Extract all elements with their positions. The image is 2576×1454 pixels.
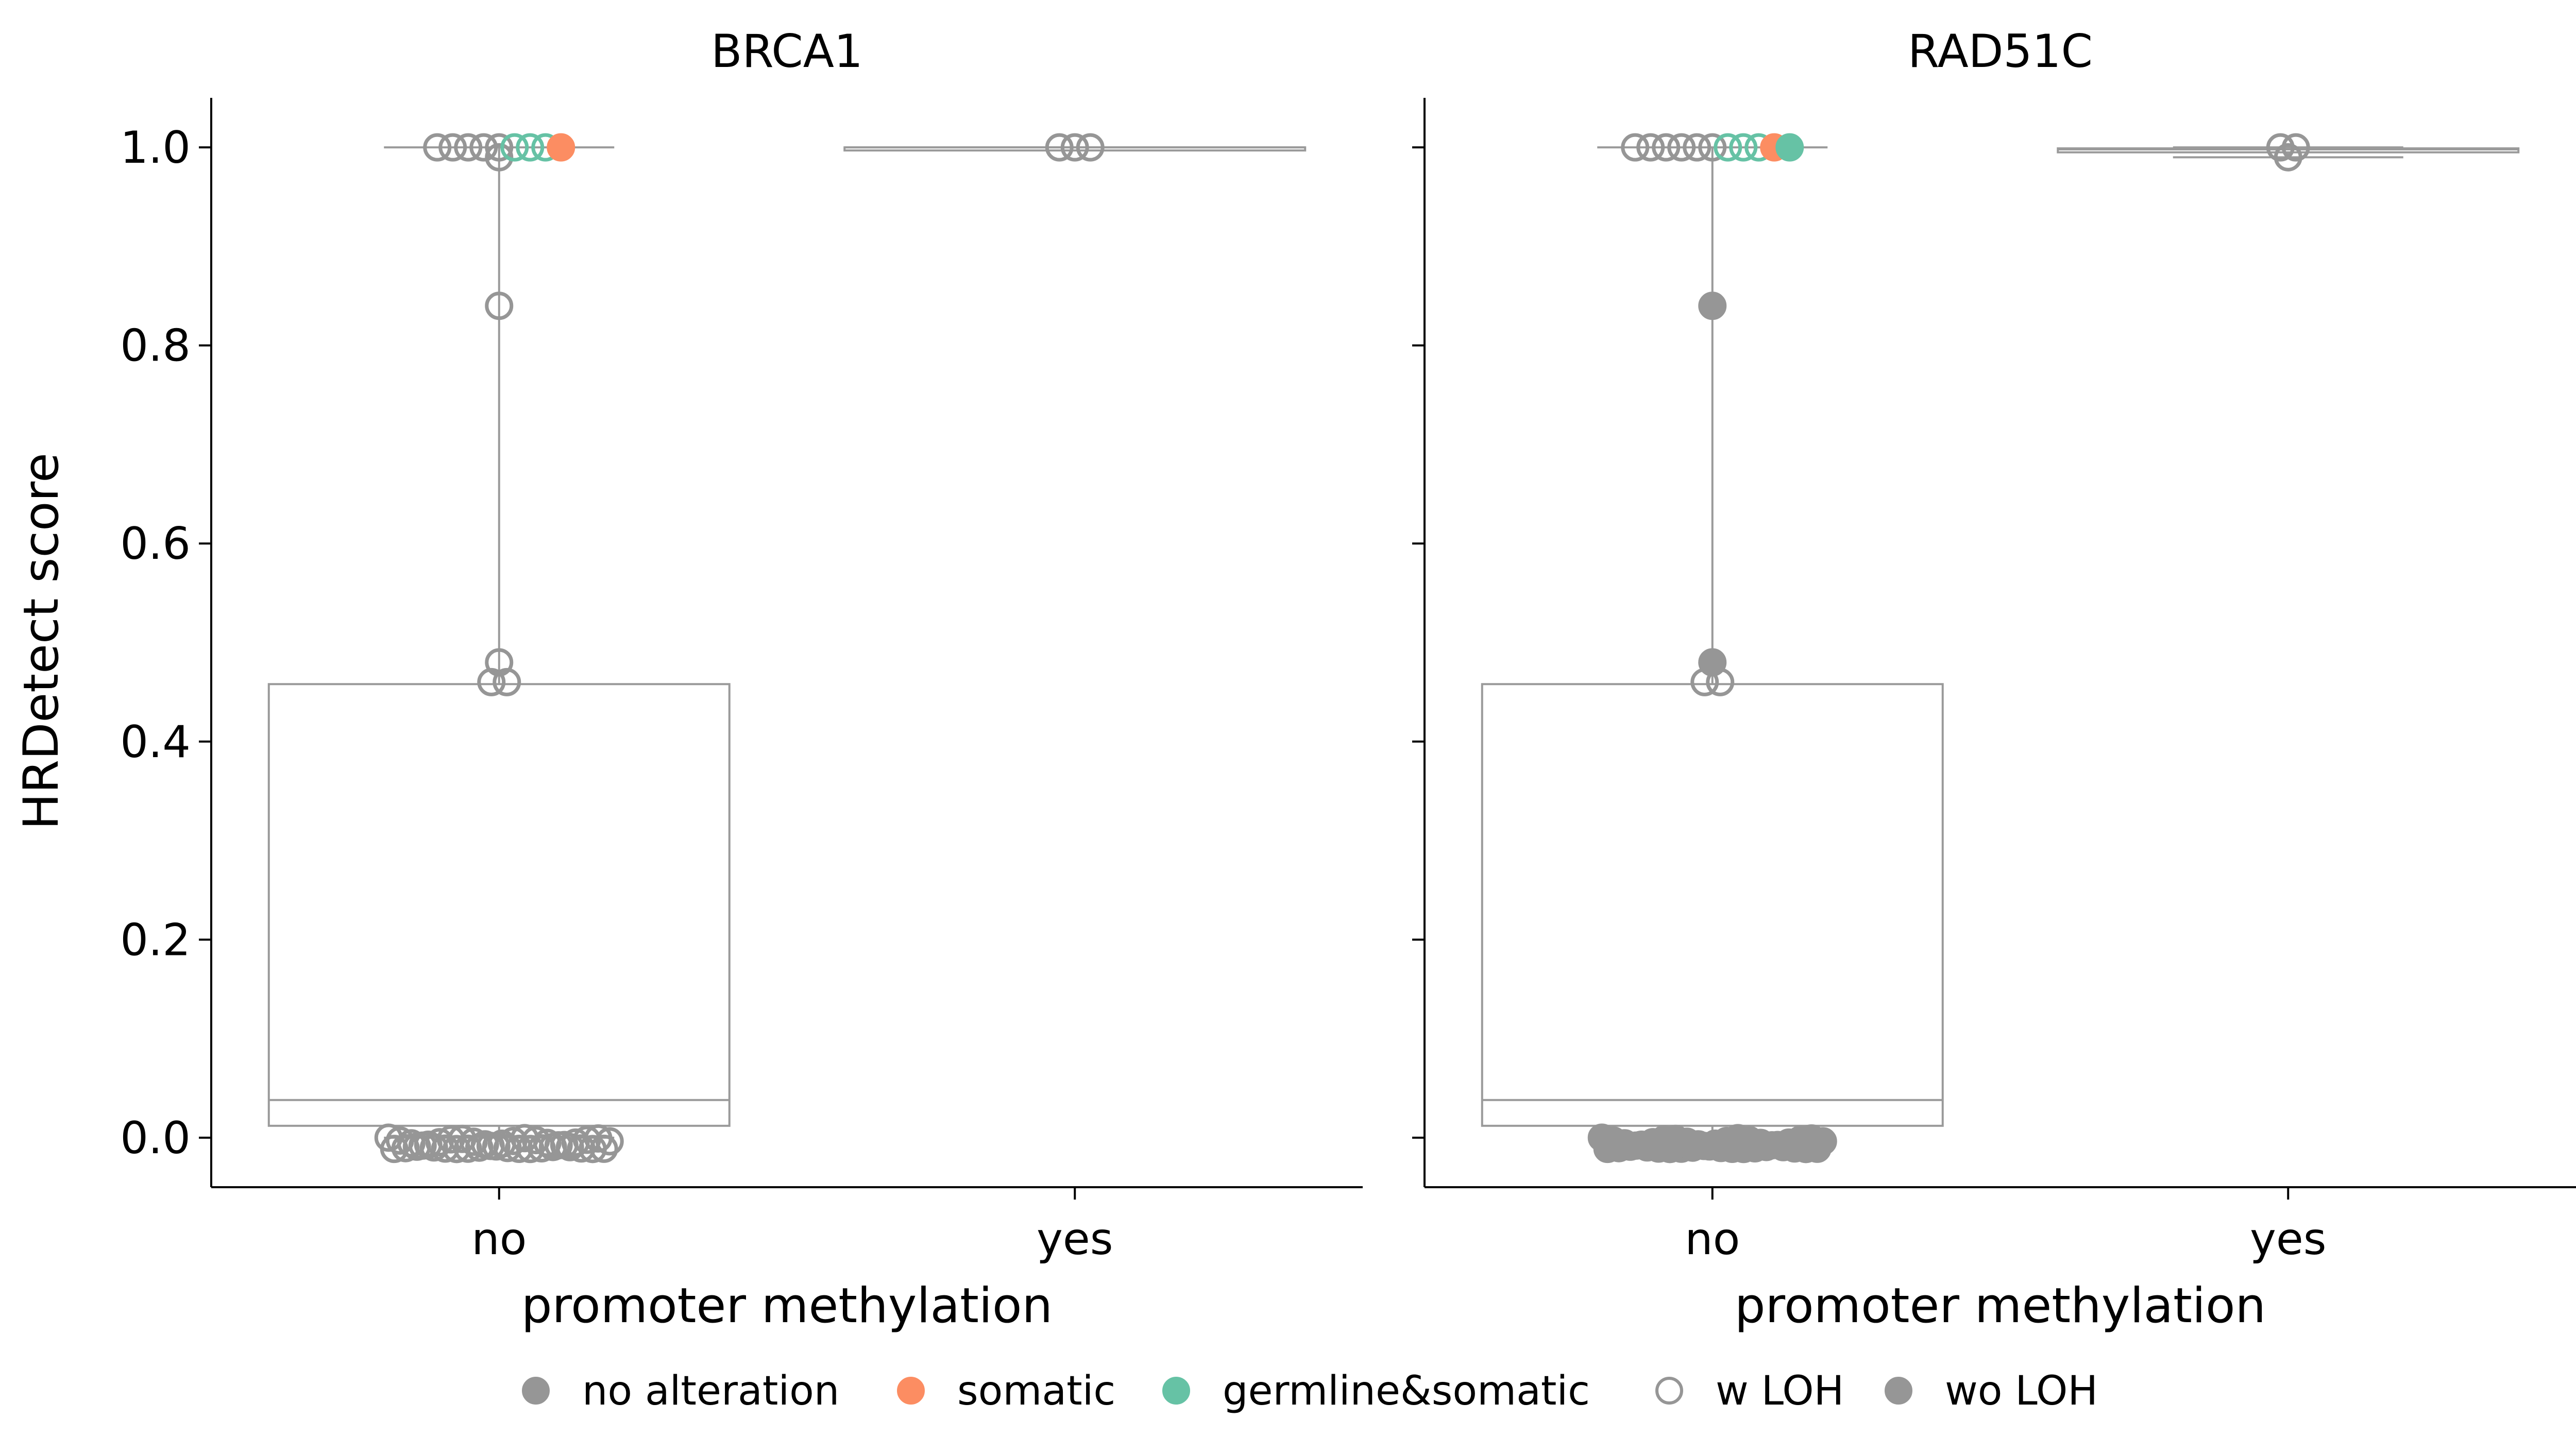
y-tick-label: 1.0 [120, 122, 191, 174]
legend-label: somatic [957, 1368, 1115, 1414]
y-tick-label: 0.2 [120, 914, 191, 966]
legend-item: no alteration [522, 1368, 839, 1414]
data-point [485, 133, 514, 162]
legend-label: germline&somatic [1223, 1368, 1590, 1414]
legend-label: wo LOH [1945, 1368, 2098, 1414]
y-tick-label: 0.6 [120, 518, 191, 570]
data-point [1060, 133, 1089, 162]
x-tick-label: yes [2250, 1213, 2327, 1265]
data-point [1808, 1127, 1837, 1156]
data-point [1652, 133, 1681, 162]
panel-brca1: BRCA1 0.0 0.2 0.4 0.6 0.8 1.0 no yes promoter met… [120, 25, 1363, 1334]
data-point [595, 1127, 624, 1156]
data-point [419, 1133, 448, 1162]
legend-item: germline&somatic [1162, 1368, 1590, 1414]
legend-item: wo LOH [1885, 1368, 2098, 1414]
x-axis-label: promoter methylation [521, 1278, 1053, 1334]
panel-title: RAD51C [1908, 25, 2093, 78]
x-tick-label: no [1685, 1213, 1740, 1265]
data-point [469, 133, 498, 162]
data-point [493, 668, 521, 696]
panel-rad51c: RAD51C no yes promoter methylation [1412, 25, 2576, 1334]
legend: no alteration somatic germline&somatic w LO… [522, 1368, 2098, 1414]
data-point [1729, 133, 1758, 162]
data-point [1076, 133, 1105, 162]
data-point [477, 668, 506, 696]
x-tick-label: yes [1037, 1213, 1113, 1265]
data-point [1714, 133, 1742, 162]
legend-marker [1885, 1377, 1912, 1405]
data-point [2274, 143, 2302, 172]
data-point [438, 133, 467, 162]
legend-label: no alteration [582, 1368, 839, 1414]
y-axis-label: HRDetect score [13, 453, 70, 830]
data-point [547, 133, 575, 162]
y-tick-label: 0.8 [120, 320, 191, 372]
legend-marker [522, 1377, 550, 1405]
data-point [589, 1134, 618, 1163]
data-point [555, 1133, 584, 1161]
box-no [1481, 146, 1944, 1139]
chart-panels: BRCA1 0.0 0.2 0.4 0.6 0.8 1.0 no yes promoter met… [120, 25, 2576, 1334]
data-point [454, 133, 483, 162]
legend-label: w LOH [1716, 1368, 1844, 1414]
data-point [1690, 668, 1719, 696]
legend-item: somatic [897, 1368, 1115, 1414]
box-no [267, 146, 731, 1139]
legend-marker [1162, 1377, 1190, 1405]
data-point [1683, 133, 1711, 162]
legend-marker [1655, 1377, 1683, 1405]
data-point [485, 292, 514, 320]
y-tick-label: 0.4 [120, 716, 191, 768]
box-body [1481, 683, 1944, 1127]
data-point [1698, 133, 1727, 162]
data-point [1706, 668, 1735, 696]
data-point [1775, 133, 1804, 162]
data-point [500, 133, 529, 162]
data-point [485, 143, 514, 172]
box-yes [843, 146, 1307, 152]
data-point [499, 1126, 528, 1155]
x-tick-label: no [471, 1213, 527, 1265]
y-tick-label: 0.0 [120, 1113, 191, 1164]
legend-item: w LOH [1655, 1368, 1844, 1414]
data-point [1667, 133, 1696, 162]
data-point [423, 133, 452, 162]
data-point [516, 133, 545, 162]
legend-marker [897, 1377, 925, 1405]
data-point [1621, 133, 1650, 162]
box-body [267, 683, 731, 1127]
x-axis-label: promoter methylation [1735, 1278, 2266, 1334]
panel-title: BRCA1 [711, 25, 863, 78]
data-point [1045, 133, 1074, 162]
data-point [1636, 133, 1665, 162]
data-point [1698, 292, 1727, 320]
